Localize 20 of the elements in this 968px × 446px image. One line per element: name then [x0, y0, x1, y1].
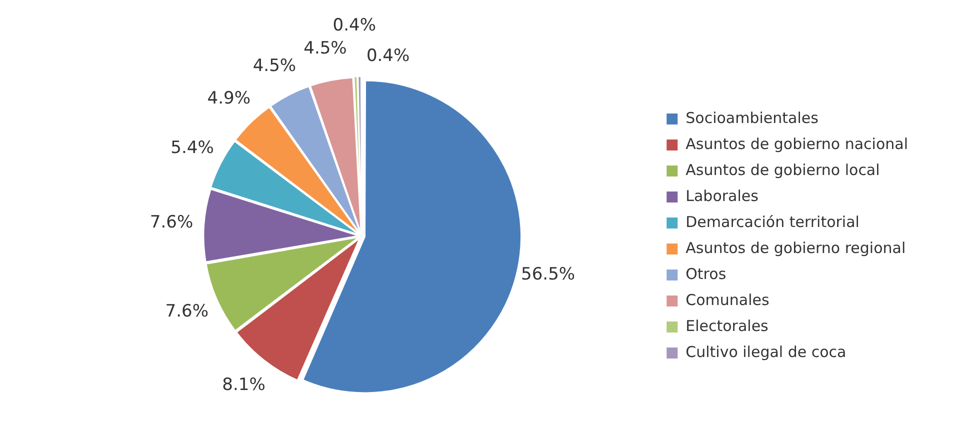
legend-label: Cultivo ilegal de coca	[686, 342, 846, 361]
legend-label: Asuntos de gobierno local	[686, 160, 880, 179]
data-label: 4.5%	[304, 38, 347, 58]
data-label: 4.5%	[252, 56, 296, 76]
data-label: 4.9%	[207, 88, 250, 109]
legend-label: Asuntos de gobierno regional	[686, 238, 906, 257]
legend-label: Laborales	[686, 186, 759, 205]
data-label: 7.6%	[165, 301, 208, 322]
legend-label: Asuntos de gobierno nacional	[686, 134, 908, 153]
legend-label: Otros	[686, 264, 726, 283]
data-label: 0.4%	[366, 46, 410, 66]
legend-label: Electorales	[686, 316, 769, 335]
data-label: 8.1%	[222, 375, 266, 396]
legend-label: Socioambientales	[686, 108, 819, 127]
data-label: 0.4%	[332, 15, 376, 36]
data-label: 56.5%	[521, 264, 576, 284]
legend-label: Comunales	[686, 290, 770, 309]
legend-label: Demarcación territorial	[686, 212, 860, 231]
data-label: 7.6%	[150, 212, 194, 233]
data-label: 5.4%	[170, 138, 214, 158]
